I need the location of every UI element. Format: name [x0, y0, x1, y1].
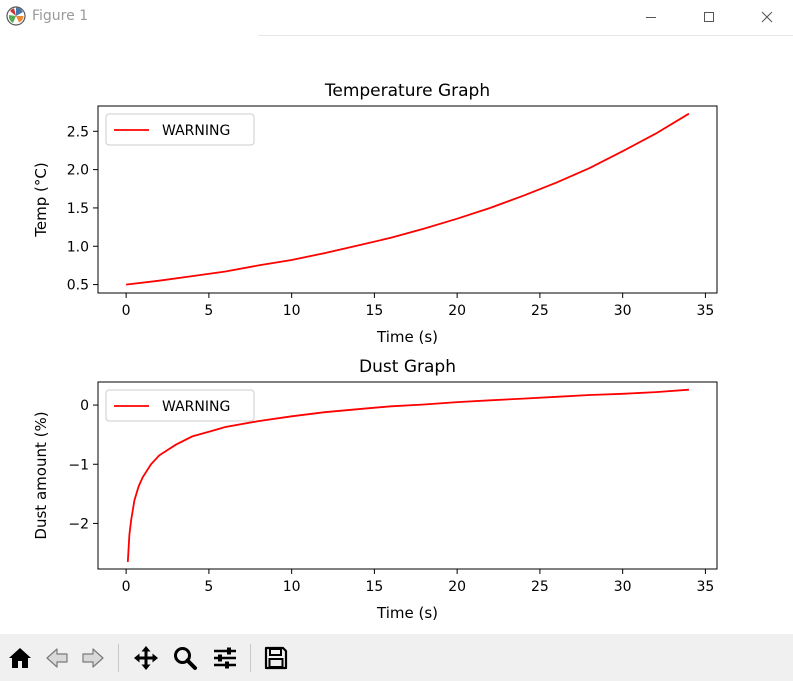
matplotlib-logo-icon	[6, 6, 26, 26]
x-tick-label: 0	[122, 579, 131, 595]
window-title: Figure 1	[32, 8, 89, 24]
minimize-icon	[646, 17, 656, 18]
forward-button[interactable]	[77, 642, 109, 674]
axes-frame	[97, 105, 718, 294]
floppy-disk-icon	[264, 646, 288, 670]
y-tick-label: 2.5	[67, 124, 89, 140]
x-tick-label: 30	[614, 303, 632, 319]
legend-label: WARNING	[162, 399, 230, 415]
y-tick-label: 1.5	[67, 201, 89, 217]
toolbar-separator	[118, 644, 119, 672]
pan-button[interactable]	[130, 642, 162, 674]
close-icon	[761, 11, 773, 23]
y-tick-label: 0	[80, 398, 89, 414]
y-axis-label: Temp (°C)	[32, 162, 50, 237]
y-tick-label: 2.0	[67, 163, 89, 179]
navigation-toolbar	[0, 634, 793, 681]
x-tick-label: 35	[697, 579, 715, 595]
series-line-1	[125, 112, 690, 286]
chart-title: Dust Graph	[359, 357, 456, 377]
legend-label: WARNING	[162, 123, 230, 139]
y-tick-label: −2	[68, 516, 89, 532]
chart-title: Temperature Graph	[324, 81, 490, 101]
maximize-icon	[704, 12, 714, 22]
configure-subplots-button[interactable]	[209, 642, 241, 674]
y-axis-label: Dust amount (%)	[32, 411, 50, 539]
maximize-button[interactable]	[684, 0, 734, 34]
x-tick-label: 10	[283, 303, 301, 319]
chart-2	[93, 381, 718, 574]
chart-1	[93, 105, 718, 298]
y-tick-label: −1	[68, 457, 89, 473]
legend-box	[105, 389, 255, 422]
move-icon	[134, 646, 158, 670]
close-button[interactable]	[742, 0, 792, 34]
x-tick-label: 20	[448, 579, 466, 595]
x-tick-label: 35	[697, 303, 715, 319]
window-titlebar: Figure 1	[0, 0, 793, 36]
x-tick-label: 20	[448, 303, 466, 319]
home-button[interactable]	[4, 642, 36, 674]
save-button[interactable]	[260, 642, 292, 674]
arrow-left-icon	[46, 648, 68, 668]
sliders-icon	[214, 647, 236, 669]
x-tick-label: 25	[531, 303, 549, 319]
legend-box	[105, 113, 255, 146]
minimize-button[interactable]	[626, 0, 676, 34]
x-tick-label: 15	[365, 579, 383, 595]
magnifier-icon	[174, 647, 197, 670]
series-line-1	[126, 388, 689, 562]
zoom-button[interactable]	[169, 642, 201, 674]
arrow-right-icon	[82, 648, 104, 668]
y-tick-label: 1.0	[67, 239, 89, 255]
titlebar-divider	[258, 35, 793, 36]
x-tick-label: 5	[204, 303, 213, 319]
x-tick-label: 5	[204, 579, 213, 595]
x-tick-label: 30	[614, 579, 632, 595]
x-tick-label: 10	[283, 579, 301, 595]
figure-canvas[interactable]: Temperature Graph 0 5 10 15 20 25 30 35 0.5 1.0 1.5…	[0, 36, 793, 634]
back-button[interactable]	[41, 642, 73, 674]
x-tick-label: 15	[365, 303, 383, 319]
x-axis-label: Time (s)	[376, 328, 438, 346]
x-axis-label: Time (s)	[376, 604, 438, 622]
x-tick-label: 25	[531, 579, 549, 595]
figure-svg[interactable]: Temperature Graph 0 5 10 15 20 25 30 35 0.5 1.0 1.5…	[0, 36, 793, 634]
home-icon	[9, 648, 31, 668]
y-tick-label: 0.5	[67, 278, 89, 294]
toolbar-separator	[250, 644, 251, 672]
x-tick-label: 0	[122, 303, 131, 319]
axes-frame	[97, 381, 718, 570]
